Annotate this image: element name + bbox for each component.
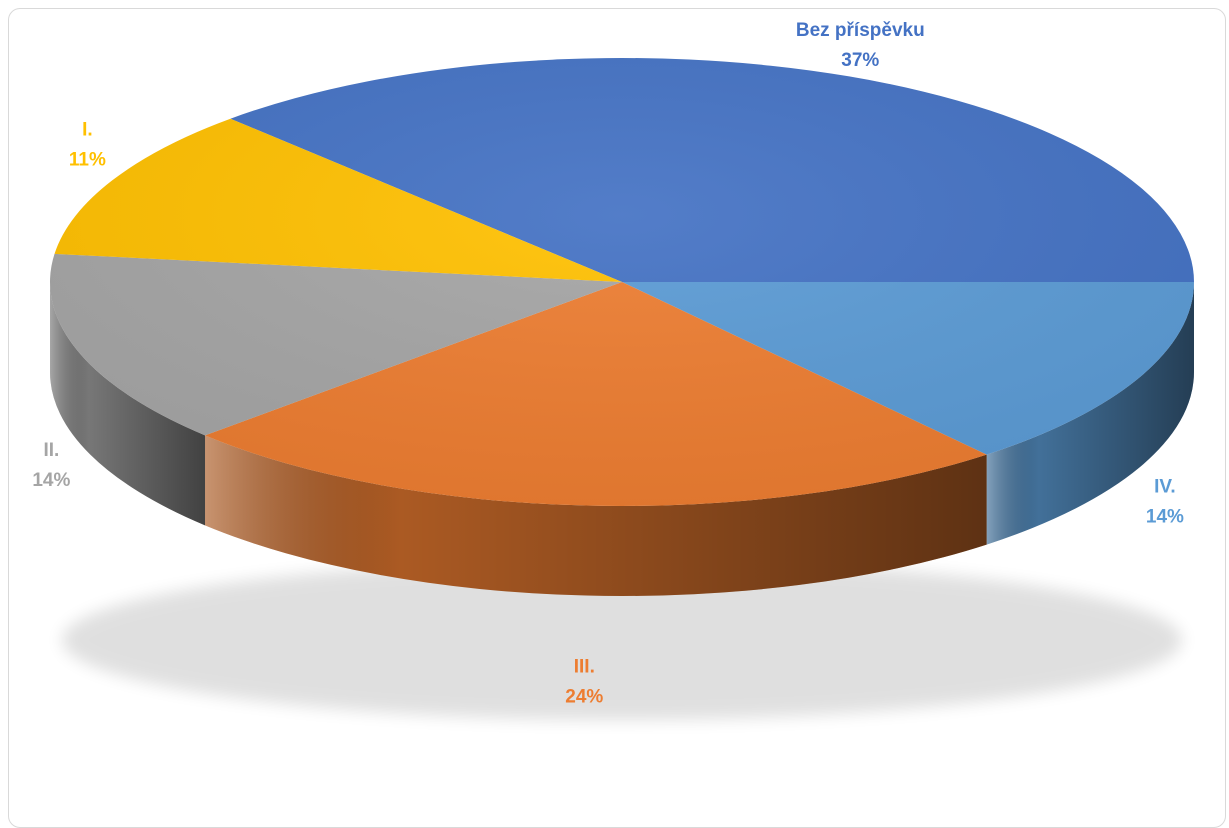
data-label-value: 24%	[565, 686, 603, 707]
data-label-value: 14%	[1146, 507, 1184, 528]
data-label-category: Bez příspěvku	[796, 20, 925, 41]
data-label-category: III.	[574, 656, 595, 677]
data-label-ii: II. 14%	[32, 440, 70, 491]
data-label-i: I. 11%	[69, 119, 106, 170]
data-label-category: I.	[82, 119, 93, 140]
pie-side-shade-iii	[205, 435, 987, 596]
data-label-value: 11%	[69, 149, 106, 170]
data-label-category: II.	[43, 440, 59, 461]
pie-side-shade-iv	[986, 282, 1194, 545]
data-label-iii: III. 24%	[565, 656, 603, 707]
data-label-category: IV.	[1154, 477, 1176, 498]
pie-top-shading	[50, 58, 1194, 506]
pie-side-shade-ii	[50, 282, 206, 526]
data-label-iv: IV. 14%	[1146, 477, 1184, 528]
data-label-value: 37%	[841, 50, 879, 71]
data-label-bez-prispevku: Bez příspěvku 37%	[796, 20, 925, 71]
data-label-value: 14%	[32, 470, 70, 491]
